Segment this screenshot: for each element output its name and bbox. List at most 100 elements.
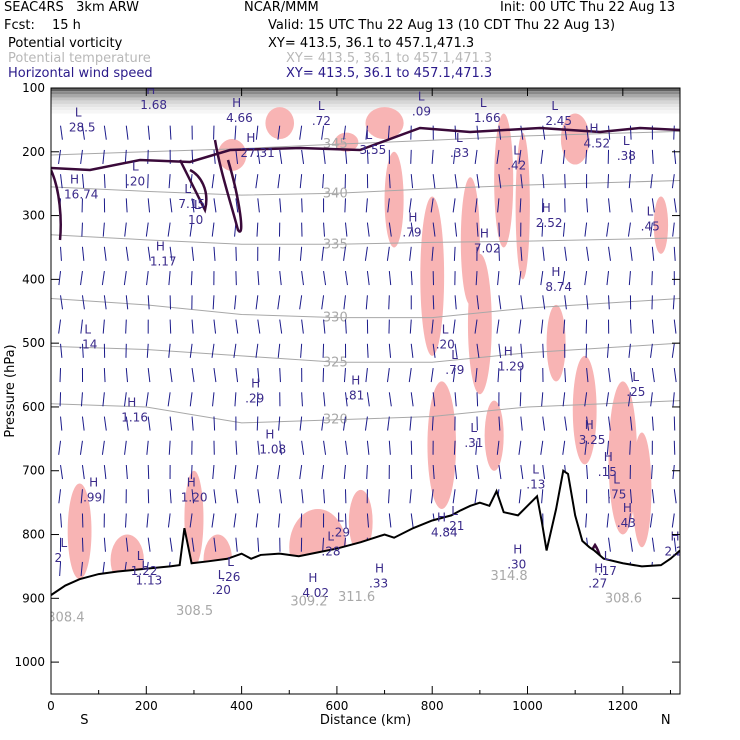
wind-vector (496, 440, 500, 455)
wind-vector (213, 319, 217, 334)
wind-vector (518, 489, 522, 504)
wind-vector (430, 198, 434, 213)
wind-extremum-type: H (187, 475, 196, 489)
wind-vector (651, 416, 654, 431)
wind-vector (60, 464, 64, 480)
wind-extremum-value: 7.15 (178, 197, 205, 211)
surface-theta-label: 308.6 (605, 591, 642, 606)
wind-vector (234, 125, 237, 140)
surface-theta-label: 308.5 (176, 604, 213, 619)
wind-extremum-type: L (513, 144, 520, 158)
wind-vector (563, 319, 566, 334)
wind-vector (279, 271, 282, 286)
wind-vector (146, 440, 149, 455)
wind-extremum-value: .79 (445, 363, 464, 377)
wind-vector (257, 271, 260, 286)
pv-contour-line (51, 139, 243, 241)
org-label: NCAR/MMM (244, 0, 319, 15)
wind-vector (650, 174, 653, 189)
wind-vector (80, 319, 83, 334)
wind-vector (234, 295, 237, 310)
upper-shading-band (51, 97, 680, 101)
wind-vector (586, 295, 589, 310)
wind-vector (542, 295, 546, 310)
wind-vector (301, 392, 303, 407)
wind-vector (169, 537, 173, 552)
wind-shading-area (384, 151, 404, 248)
wind-speed-labels: L28.5H1.68 H4.66H27.31L.72L.09L1.66L2.45H… (55, 88, 680, 600)
wind-vector (387, 198, 390, 213)
wind-vector (586, 368, 589, 383)
wind-vector (608, 198, 611, 213)
wind-vector (211, 513, 215, 528)
wind-vector (147, 537, 151, 552)
wind-vector (235, 367, 239, 383)
wind-vector (277, 343, 281, 358)
wind-vector (584, 271, 588, 286)
wind-extremum-value: 4.66 (226, 111, 253, 125)
wind-vector (518, 440, 522, 455)
wind-vector (257, 368, 260, 383)
wind-extremum-value: .25 (626, 385, 645, 399)
wind-vector (191, 489, 195, 504)
wind-extremum-type: H (551, 265, 560, 279)
wind-vector (255, 125, 259, 140)
wind-extremum-value: 1.08 (259, 443, 286, 457)
wind-vector (586, 416, 590, 431)
wind-vector (80, 271, 83, 286)
wind-vector (629, 246, 633, 261)
wind-vector (671, 513, 675, 528)
x-tick-label: 200 (135, 699, 158, 713)
wind-vector (102, 319, 105, 334)
wind-vector (498, 246, 500, 261)
wind-vector (649, 513, 653, 528)
wind-vector (343, 246, 346, 261)
wind-vector (279, 368, 281, 383)
wind-vector (125, 295, 129, 310)
wind-extremum-value: .30 (507, 557, 526, 571)
wind-extremum-value: .31 (464, 436, 483, 450)
wind-shading-area (653, 196, 669, 254)
wind-vector (101, 440, 105, 455)
wind-extremum-value: 1.13 (136, 573, 163, 587)
wind-extremum-value: .20 (126, 175, 145, 189)
wind-extremum-type: L (84, 322, 91, 336)
wind-extremum-type: H (623, 501, 632, 515)
wind-vector (103, 174, 106, 189)
wind-vector (365, 295, 368, 310)
wind-vector (255, 295, 259, 310)
wind-vector (277, 464, 281, 480)
y-tick-label: 200 (22, 145, 45, 159)
theta-label: 335 (323, 237, 348, 252)
wind-extremum-value: .38 (617, 149, 636, 163)
wind-vector (431, 416, 434, 431)
plot-frame (50, 87, 681, 695)
wind-vector (671, 343, 675, 358)
x-tick-label: 800 (421, 699, 444, 713)
wind-extremum-value: 4.52 (583, 136, 610, 150)
wind-vector (364, 246, 368, 261)
wind-vector (279, 440, 282, 455)
wind-vector (344, 222, 348, 237)
wind-vector (255, 464, 259, 480)
x-tick-label: 1200 (608, 699, 639, 713)
wind-vector (498, 416, 501, 431)
theta-isentrope (51, 400, 680, 424)
wind-vector (476, 343, 480, 358)
wind-shading-area (494, 113, 514, 248)
wind-vector (323, 271, 327, 286)
wind-extremum-value: .45 (641, 219, 660, 233)
wind-extremum-value: 1.66 (474, 111, 501, 125)
wind-vector (168, 343, 171, 358)
wind-vector (146, 343, 149, 358)
wind-vector (124, 440, 127, 455)
wind-vector (387, 125, 390, 140)
wind-vector (541, 392, 544, 407)
wind-vector (103, 489, 105, 504)
wind-vector (366, 149, 369, 164)
wind-vector (541, 489, 544, 504)
wind-extremum-type: L (61, 536, 68, 550)
wind-vector (671, 174, 675, 189)
wind-vector (103, 125, 107, 140)
wind-vector (102, 149, 105, 164)
